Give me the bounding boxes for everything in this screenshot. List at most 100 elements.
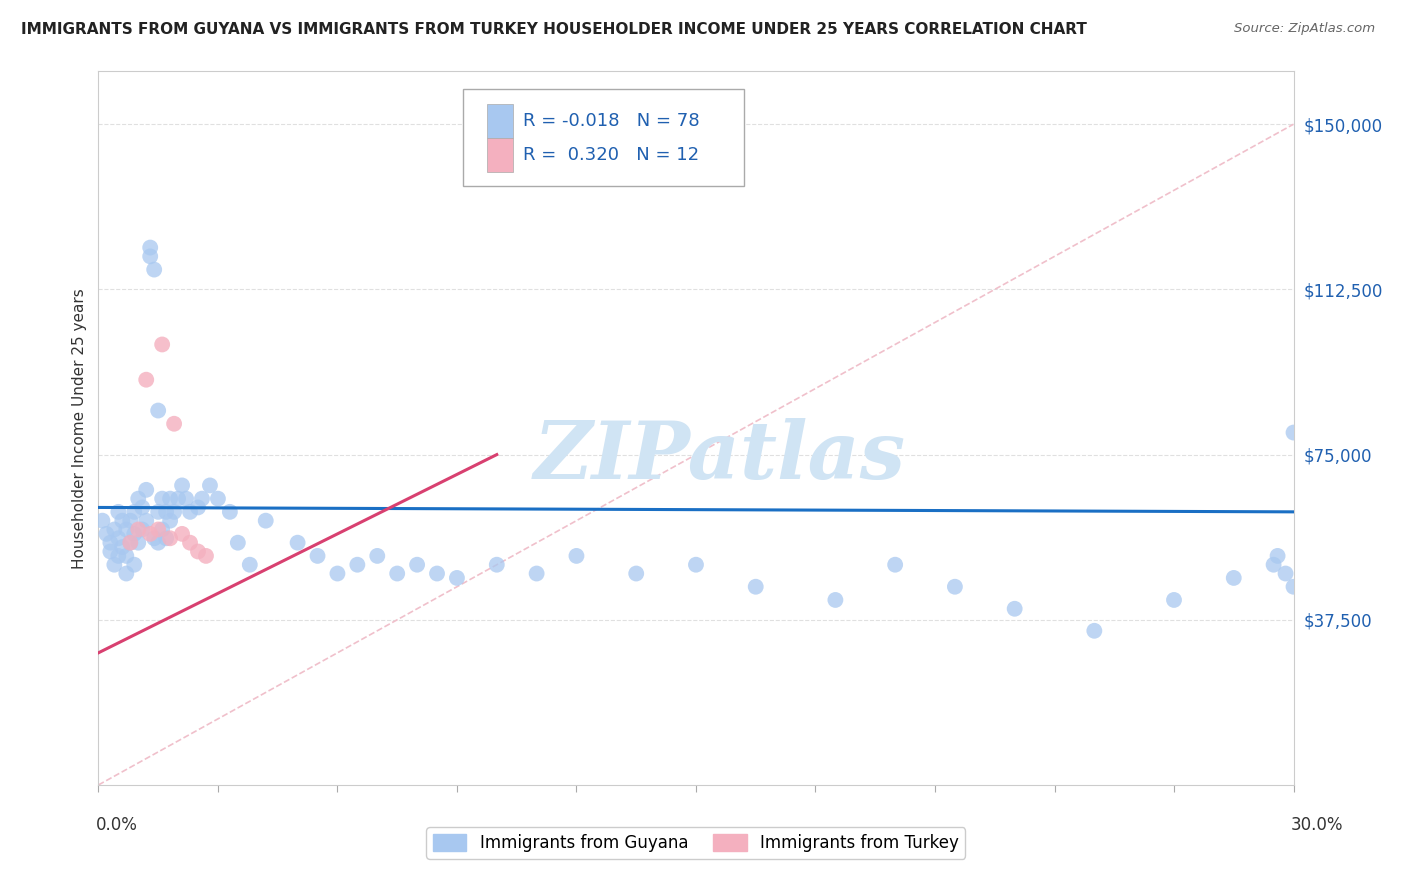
Text: 0.0%: 0.0% (96, 816, 138, 834)
Point (135, 373, 157, 387)
Point (745, 580, 768, 594)
Point (406, 558, 429, 572)
Point (120, 535, 142, 549)
Point (143, 262, 166, 277)
Point (385, 566, 409, 581)
Point (120, 514, 142, 528)
Point (127, 523, 149, 537)
Point (98, 544, 122, 558)
Point (131, 523, 153, 537)
Point (1267, 549, 1289, 563)
Point (346, 558, 368, 572)
Point (103, 558, 125, 572)
Point (824, 593, 846, 607)
Point (426, 566, 449, 581)
Point (107, 505, 129, 519)
Point (103, 523, 125, 537)
Point (172, 527, 194, 541)
FancyBboxPatch shape (463, 89, 744, 186)
Point (1004, 601, 1026, 615)
Y-axis label: Householder Income Under 25 years: Householder Income Under 25 years (72, 288, 87, 568)
Point (1223, 571, 1246, 585)
Point (107, 549, 129, 563)
Point (526, 566, 548, 581)
Point (148, 505, 170, 519)
Point (98, 535, 122, 549)
Point (124, 505, 146, 519)
Point (111, 514, 134, 528)
Point (139, 241, 162, 255)
Point (107, 531, 129, 545)
Point (127, 491, 149, 506)
Point (239, 558, 262, 572)
Point (159, 514, 181, 528)
Point (127, 535, 149, 549)
Point (626, 566, 648, 581)
Point (207, 491, 229, 506)
Bar (486, 104, 513, 138)
Point (135, 514, 157, 528)
Text: IMMIGRANTS FROM GUYANA VS IMMIGRANTS FROM TURKEY HOUSEHOLDER INCOME UNDER 25 YEA: IMMIGRANTS FROM GUYANA VS IMMIGRANTS FRO… (21, 22, 1087, 37)
Point (1282, 425, 1305, 440)
Point (150, 491, 173, 506)
Point (139, 249, 162, 263)
Point (254, 514, 277, 528)
Point (163, 505, 186, 519)
Point (1282, 580, 1305, 594)
Point (150, 337, 173, 351)
Legend: Immigrants from Guyana, Immigrants from Turkey: Immigrants from Guyana, Immigrants from … (426, 827, 966, 859)
Point (159, 491, 181, 506)
Point (143, 531, 166, 545)
Point (96, 527, 118, 541)
Point (1083, 624, 1105, 638)
Point (155, 531, 177, 545)
Text: ZIPatlas: ZIPatlas (534, 418, 905, 495)
Point (198, 478, 221, 492)
Point (167, 491, 190, 506)
Point (115, 549, 138, 563)
Point (179, 505, 201, 519)
Point (485, 558, 508, 572)
Point (187, 500, 209, 515)
Point (446, 571, 468, 585)
Point (884, 558, 907, 572)
Point (195, 549, 218, 563)
Point (148, 523, 170, 537)
Point (150, 523, 173, 537)
Point (174, 491, 197, 506)
Point (135, 483, 157, 497)
Point (111, 540, 134, 554)
Point (124, 527, 146, 541)
Point (219, 505, 242, 519)
Point (120, 535, 142, 549)
Point (1274, 566, 1296, 581)
Point (685, 558, 707, 572)
Point (155, 505, 177, 519)
Point (115, 523, 138, 537)
Point (148, 535, 170, 549)
Point (131, 500, 153, 515)
Point (163, 417, 186, 431)
Point (124, 558, 146, 572)
Point (191, 491, 214, 506)
Point (172, 478, 194, 492)
Point (287, 535, 309, 549)
Point (1163, 593, 1185, 607)
Point (326, 566, 349, 581)
Point (1263, 558, 1285, 572)
Point (148, 403, 170, 417)
Point (307, 549, 329, 563)
Text: 30.0%: 30.0% (1291, 816, 1343, 834)
Bar (486, 137, 513, 172)
Point (226, 535, 249, 549)
Point (943, 580, 966, 594)
Point (366, 549, 388, 563)
Text: R = -0.018   N = 78: R = -0.018 N = 78 (523, 112, 699, 130)
Point (179, 535, 201, 549)
Text: R =  0.320   N = 12: R = 0.320 N = 12 (523, 146, 699, 164)
Point (187, 544, 209, 558)
Point (139, 527, 162, 541)
Point (565, 549, 588, 563)
Point (91, 514, 114, 528)
Point (159, 531, 181, 545)
